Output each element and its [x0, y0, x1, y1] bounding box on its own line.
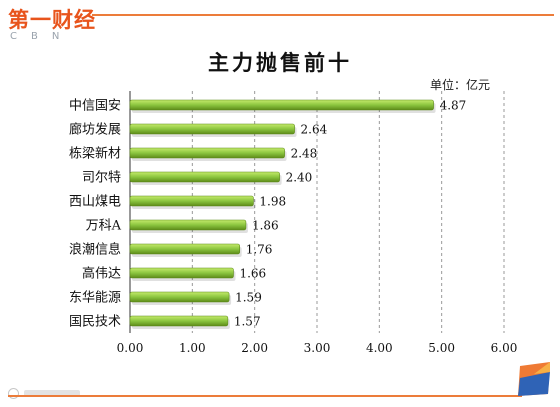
labels: 0.00 1.00 2.00 3.00 4.00 5.00 6.00 中信国安 4.87 廊坊发展… [69, 99, 517, 356]
category-label: 高伟达 [82, 266, 121, 282]
value-label: 2.40 [286, 171, 313, 185]
bar [129, 195, 254, 207]
value-label: 1.59 [235, 291, 262, 305]
category-label: 司尔特 [82, 171, 121, 186]
bar [129, 291, 230, 303]
logo-text: 第一财经 [8, 8, 96, 32]
value-label: 4.87 [440, 99, 467, 113]
category-label: 栋梁新材 [69, 146, 121, 162]
x-tick-label: 6.00 [491, 341, 518, 355]
category-label: 廊坊发展 [69, 122, 121, 138]
value-label: 1.98 [259, 195, 286, 209]
value-label: 1.57 [234, 315, 261, 329]
chart-title: 主力抛售前十 [208, 50, 352, 75]
x-tick-label: 0.00 [117, 341, 144, 355]
category-label: 东华能源 [69, 291, 121, 306]
unit-label: 单位：亿元 [430, 78, 491, 92]
bar [129, 99, 434, 111]
watermark-icon [8, 388, 19, 399]
x-tick-label: 2.00 [241, 341, 268, 355]
cbn-logo: 第一财经 CBN [8, 4, 108, 44]
category-label: 万科A [86, 219, 122, 234]
bar [129, 147, 285, 159]
value-label: 1.86 [252, 219, 279, 233]
logo-subtext: CBN [10, 31, 74, 42]
watermark-logo [8, 386, 88, 400]
bar [129, 315, 229, 327]
watermark-mark [24, 390, 80, 397]
x-tick-label: 5.00 [428, 341, 455, 355]
value-label: 1.66 [239, 267, 266, 281]
corner-logo-icon [518, 362, 550, 396]
bottom-divider [8, 395, 522, 397]
value-label: 1.76 [246, 243, 273, 257]
value-label: 2.48 [291, 147, 318, 161]
bar [129, 243, 241, 255]
bar [129, 171, 280, 183]
value-label: 2.64 [301, 123, 328, 137]
category-label: 浪潮信息 [69, 242, 121, 258]
bar [129, 267, 234, 279]
bars [129, 99, 436, 329]
x-tick-label: 3.00 [304, 341, 331, 355]
bar [129, 219, 247, 231]
category-label: 中信国安 [69, 99, 121, 114]
category-label: 国民技术 [69, 315, 121, 330]
top-divider [92, 14, 554, 16]
x-tick-label: 4.00 [366, 341, 393, 355]
category-label: 西山煤电 [69, 195, 121, 210]
bar [129, 123, 295, 135]
x-tick-label: 1.00 [179, 341, 206, 355]
